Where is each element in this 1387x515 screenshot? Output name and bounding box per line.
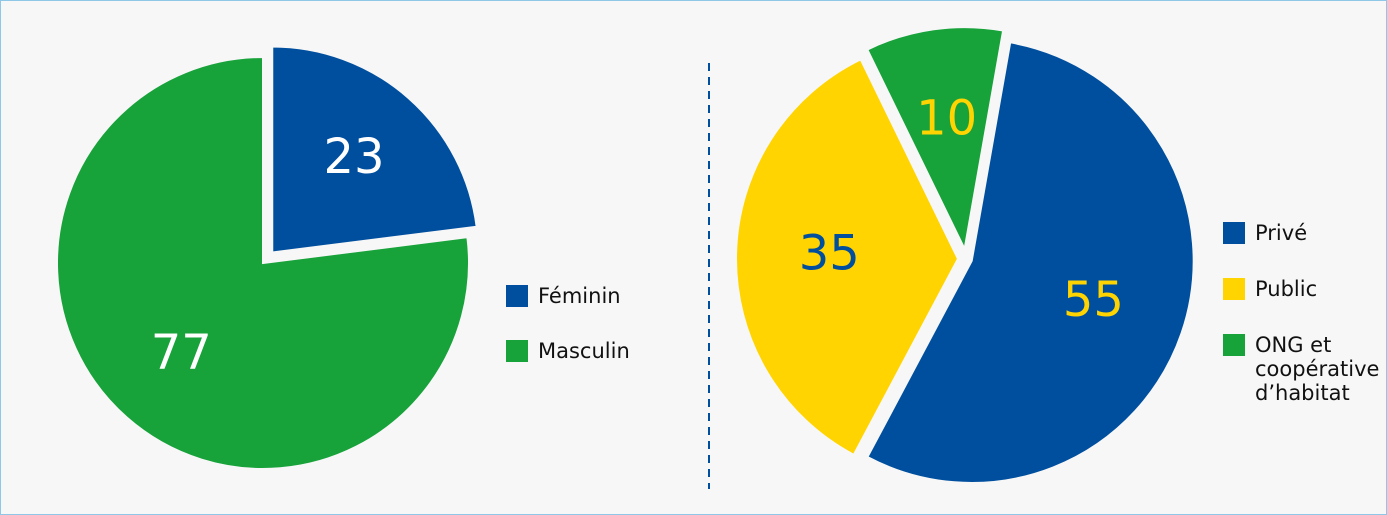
legend-label: Public	[1255, 277, 1318, 301]
slice-label: 23	[323, 129, 384, 185]
pie-slice	[271, 45, 478, 254]
slice-label: 77	[151, 325, 212, 381]
pie-slice	[865, 26, 1005, 253]
legend-label: Féminin	[538, 284, 621, 308]
pie-slice	[56, 55, 470, 470]
legend-swatch	[506, 340, 528, 362]
legend-item: Privé	[1223, 221, 1385, 245]
legend-item: Masculin	[506, 339, 668, 363]
slice-label: 55	[1063, 272, 1124, 328]
pie-slice	[866, 41, 1195, 484]
slice-label: 10	[916, 91, 977, 147]
legend-label: Privé	[1255, 221, 1308, 245]
legend-item: Féminin	[506, 284, 668, 308]
pie-slice	[735, 57, 960, 457]
legend-swatch	[1223, 222, 1245, 244]
legend-swatch	[1223, 278, 1245, 300]
legend-item: ONG et coopérative d’habitat	[1223, 333, 1385, 405]
legend-swatch	[1223, 334, 1245, 356]
slice-label: 35	[799, 226, 860, 282]
legend-item: Public	[1223, 277, 1385, 301]
legend-swatch	[506, 285, 528, 307]
legend-label: Masculin	[538, 339, 630, 363]
legend-label: ONG et coopérative d’habitat	[1255, 333, 1380, 405]
